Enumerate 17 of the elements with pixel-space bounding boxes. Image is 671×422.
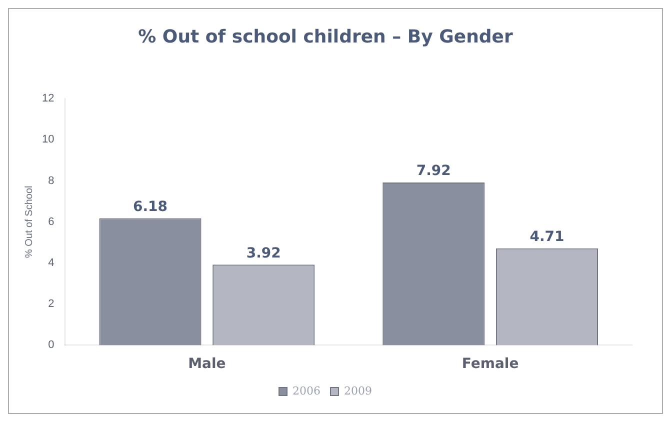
x-tick-label: Male [188,356,226,372]
x-tick-label: Female [462,356,519,372]
y-axis-title: % Out of School [24,186,35,258]
data-label: 4.71 [530,229,564,246]
data-label: 3.92 [246,245,281,262]
y-tick-label: 8 [48,174,54,187]
y-tick-label: 4 [48,257,54,270]
y-tick-label: 10 [42,134,54,146]
data-label: 7.92 [416,163,451,180]
y-tick-label: 0 [48,339,54,352]
data-label: 6.18 [132,198,168,215]
y-tick-label: 6 [48,216,54,228]
y-tick-label: 12 [42,92,54,105]
legend-label: 2006 [292,384,321,398]
y-tick-label: 2 [48,298,54,310]
legend-label: 2009 [344,384,372,398]
chart-title: % Out of school children – By Gender [138,26,513,48]
